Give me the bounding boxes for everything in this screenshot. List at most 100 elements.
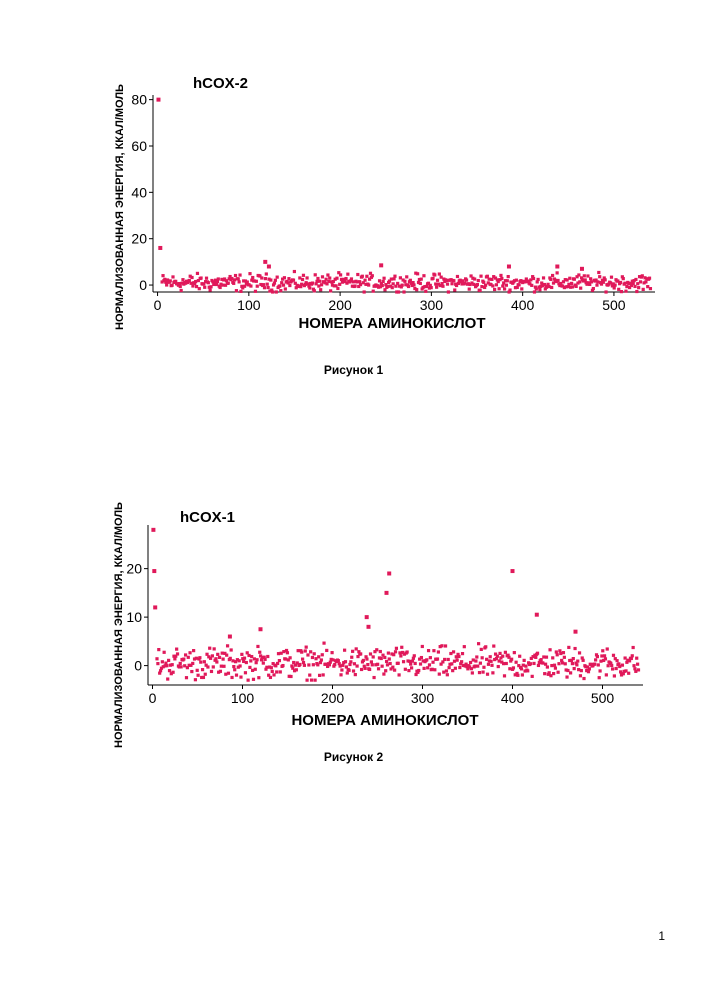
data-point [226, 671, 231, 675]
data-point [586, 670, 591, 674]
data-point [516, 673, 520, 677]
data-point [390, 286, 394, 290]
x-tick-label: 500 [591, 690, 615, 706]
data-point [541, 661, 545, 665]
data-point [342, 661, 346, 665]
data-point [242, 279, 246, 283]
data-point [535, 280, 539, 284]
data-point [485, 672, 490, 676]
data-point [503, 650, 507, 654]
data-point [534, 655, 538, 659]
data-point [514, 278, 518, 282]
data-point [504, 661, 508, 666]
data-point [536, 663, 541, 668]
data-point [436, 282, 441, 286]
data-point [553, 666, 558, 670]
data-point [566, 285, 570, 289]
data-point [362, 290, 366, 294]
data-point [560, 284, 565, 288]
data-point-peak [227, 634, 232, 639]
data-point [520, 673, 524, 677]
data-point [555, 271, 559, 275]
data-point [322, 641, 326, 645]
caption-figure-2: Рисунок 2 [323, 750, 384, 764]
data-point [635, 656, 639, 660]
data-point [408, 659, 412, 663]
data-point [292, 669, 297, 673]
data-point [163, 664, 167, 668]
data-point [203, 672, 207, 676]
data-point [531, 275, 535, 279]
data-point [609, 275, 614, 279]
data-point [204, 276, 209, 280]
data-point [618, 664, 622, 669]
data-point [433, 668, 437, 672]
data-point [581, 658, 585, 662]
data-point [231, 659, 235, 663]
data-point [437, 272, 441, 276]
data-point [232, 281, 236, 285]
data-point [333, 662, 337, 667]
figure-2: hCOX-1 НОРМАЛИЗОВАННАЯ ЭНЕРГИЯ, ККАЛ/МОЛ… [0, 480, 707, 760]
data-point [337, 662, 341, 666]
page-number: 1 [658, 929, 665, 943]
y-tick-label: 20 [131, 231, 147, 247]
data-point [480, 656, 484, 660]
data-point [452, 279, 456, 283]
data-point [220, 651, 224, 655]
data-point [444, 669, 449, 673]
data-point [253, 667, 257, 671]
data-point [384, 659, 389, 664]
data-point [207, 655, 211, 659]
data-point [539, 284, 543, 288]
data-point [425, 284, 429, 289]
data-point [493, 276, 498, 280]
data-point [248, 665, 252, 670]
data-point [421, 285, 425, 290]
data-point [453, 288, 457, 292]
data-point [488, 655, 492, 659]
data-point [597, 676, 601, 680]
data-point [452, 659, 457, 663]
data-point [585, 668, 589, 673]
data-point [568, 276, 572, 280]
data-point [610, 663, 614, 668]
data-point [379, 281, 383, 286]
data-point [286, 658, 290, 662]
data-point [388, 661, 392, 666]
data-point [646, 285, 650, 289]
data-point [458, 278, 462, 282]
data-point [237, 280, 241, 284]
data-point [590, 288, 595, 292]
data-point [410, 283, 414, 288]
x-tick-label: 400 [511, 297, 535, 313]
data-point [451, 669, 455, 673]
data-point [545, 665, 549, 669]
data-point [453, 666, 457, 670]
data-point [439, 662, 443, 666]
data-point [349, 660, 353, 664]
data-point [364, 282, 368, 286]
data-point [534, 287, 538, 291]
data-point [316, 276, 320, 281]
data-point [284, 648, 289, 653]
data-point [432, 649, 436, 653]
data-point [595, 654, 600, 659]
data-point [609, 661, 613, 665]
data-point [479, 274, 483, 278]
data-point [473, 664, 477, 668]
data-point [281, 663, 285, 668]
data-point [320, 275, 325, 279]
data-point [179, 665, 183, 669]
data-point [498, 651, 502, 656]
data-point [239, 289, 243, 293]
data-point [188, 651, 192, 655]
data-point-peak [266, 264, 271, 269]
data-point [471, 276, 475, 280]
data-point [289, 674, 293, 679]
data-point [366, 662, 370, 667]
data-point [196, 278, 200, 283]
data-point [204, 663, 208, 667]
data-point [249, 659, 253, 663]
data-point [428, 656, 432, 660]
